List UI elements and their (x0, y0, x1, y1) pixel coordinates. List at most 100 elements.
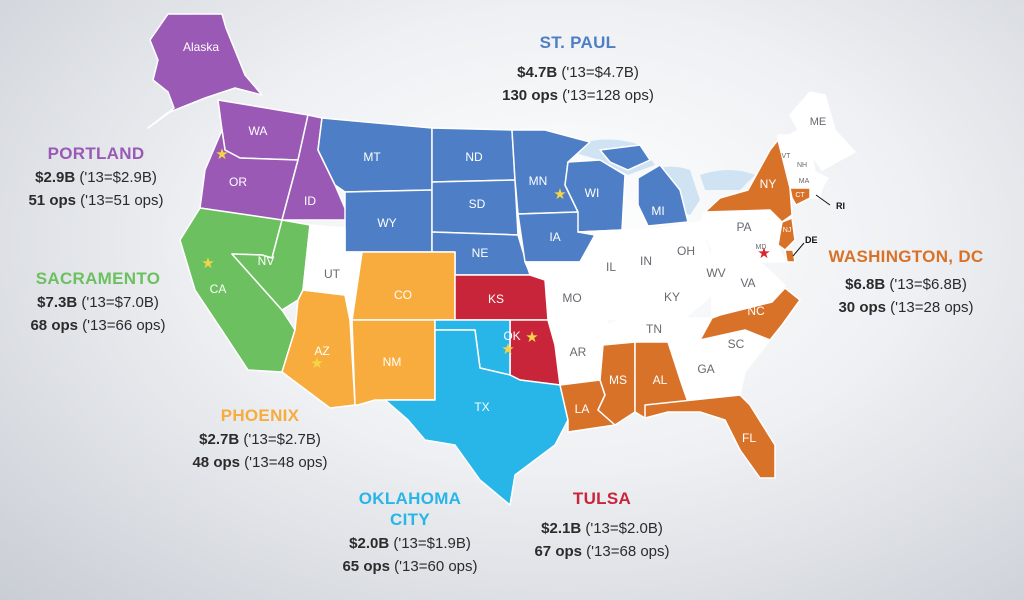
label-va: VA (740, 276, 755, 290)
region-oklahoma-city: OKLAHOMA CITY $2.0B ('13=$1.9B) 65 ops (… (318, 488, 502, 578)
region-amount: $4.7B ('13=$4.7B) (517, 64, 639, 81)
label-wv: WV (706, 266, 725, 280)
label-alaska: Alaska (183, 40, 219, 54)
region-amount: $7.3B ('13=$7.0B) (37, 294, 159, 311)
label-la: LA (575, 402, 590, 416)
label-id: ID (304, 194, 316, 208)
region-ops: 67 ops ('13=68 ops) (534, 543, 670, 560)
label-sd: SD (469, 197, 486, 211)
state-ct (789, 187, 811, 206)
region-name: PHOENIX (220, 406, 300, 425)
state-fl (644, 394, 776, 479)
hub-stars: ★ ★ ★ ★ ★ ★ ★ (201, 146, 770, 372)
state-ri (809, 187, 823, 199)
label-al: AL (653, 373, 668, 387)
label-mi: MI (651, 204, 664, 218)
state-co (351, 251, 456, 321)
label-ia: IA (549, 230, 560, 244)
tulsa-region-states (454, 274, 561, 386)
label-wa: WA (249, 124, 268, 138)
region-name-line2: CITY (390, 510, 430, 529)
label-nh: NH (797, 162, 807, 169)
region-st-paul: ST. PAUL $4.7B ('13=$4.7B) 130 ops ('13=… (478, 32, 678, 107)
label-in: IN (640, 254, 652, 268)
label-mt: MT (363, 150, 381, 164)
label-il: IL (606, 260, 616, 274)
label-mn: MN (529, 174, 548, 188)
state-tx (384, 329, 569, 506)
label-ga: GA (697, 362, 714, 376)
state-ut (302, 224, 363, 321)
label-wi: WI (585, 186, 600, 200)
region-ops: 48 ops ('13=48 ops) (192, 454, 328, 471)
label-nc: NC (747, 304, 765, 318)
state-de (784, 249, 796, 263)
label-sc: SC (728, 337, 745, 351)
state-ks (454, 274, 549, 321)
label-mo: MO (562, 291, 581, 305)
region-ops: 30 ops ('13=28 ops) (838, 299, 974, 316)
label-az: AZ (314, 344, 329, 358)
hub-star-sacramento-icon: ★ (201, 255, 214, 272)
label-ms: MS (609, 373, 627, 387)
label-ny: NY (760, 177, 777, 191)
label-vt: VT (782, 153, 792, 160)
region-amount: $2.0B ('13=$1.9B) (349, 535, 471, 552)
hub-star-tulsa-icon: ★ (525, 329, 538, 346)
label-ut: UT (324, 267, 341, 281)
portland-region-states (147, 13, 351, 221)
region-name: PORTLAND (47, 144, 145, 163)
label-or: OR (229, 175, 247, 189)
region-washington-dc: WASHINGTON, DC $6.8B ('13=$6.8B) 30 ops … (818, 246, 994, 319)
state-ny (704, 139, 793, 223)
region-ops: 65 ops ('13=60 ops) (342, 558, 478, 575)
region-name: WASHINGTON, DC (828, 247, 984, 266)
label-ar: AR (570, 345, 587, 359)
state-nc (699, 287, 801, 341)
label-ok: OK (503, 329, 520, 343)
label-ca: CA (210, 282, 227, 296)
label-pa: PA (736, 220, 751, 234)
label-ky: KY (664, 290, 680, 304)
region-name: ST. PAUL (539, 33, 617, 52)
region-name: TULSA (572, 489, 632, 508)
label-me: ME (810, 116, 827, 128)
label-ct: CT (795, 192, 805, 199)
hub-star-st-paul-icon: ★ (553, 186, 566, 203)
label-wy: WY (377, 216, 396, 230)
oklahoma-city-region-states (384, 319, 569, 506)
region-amount: $2.7B ('13=$2.7B) (199, 431, 321, 448)
state-me (789, 91, 856, 171)
region-ops: 51 ops ('13=51 ops) (28, 192, 164, 209)
label-de: DE (805, 235, 818, 245)
label-nm: NM (383, 355, 402, 369)
region-amount: $2.9B ('13=$2.9B) (35, 169, 157, 186)
region-ops: 130 ops ('13=128 ops) (502, 87, 654, 104)
state-labels: Alaska WA OR ID CA NV UT AZ CO NM MT WY … (183, 40, 826, 445)
region-name: SACRAMENTO (35, 269, 161, 288)
washington-dc-region-states (559, 139, 811, 479)
state-nh (789, 121, 816, 173)
hub-star-oklahoma-city-icon: ★ (501, 341, 514, 358)
state-md (711, 244, 786, 276)
region-portland: PORTLAND $2.9B ('13=$2.9B) 51 ops ('13=5… (6, 143, 186, 212)
label-ri: RI (836, 201, 845, 211)
label-nd: ND (465, 150, 483, 164)
label-ks: KS (488, 292, 504, 306)
label-oh: OH (677, 244, 695, 258)
region-amount: $2.1B ('13=$2.0B) (541, 520, 663, 537)
label-md: MD (756, 244, 767, 251)
label-tx: TX (474, 400, 489, 414)
label-co: CO (394, 288, 412, 302)
label-nv: NV (258, 254, 275, 268)
state-alaska (147, 13, 263, 129)
hub-star-portland-icon: ★ (215, 146, 228, 163)
label-tn: TN (646, 322, 662, 336)
region-tulsa: TULSA $2.1B ('13=$2.0B) 67 ops ('13=68 o… (512, 488, 692, 563)
label-ne: NE (472, 246, 489, 260)
region-phoenix: PHOENIX $2.7B ('13=$2.7B) 48 ops ('13=48… (170, 405, 350, 474)
label-nj: NJ (783, 227, 792, 234)
region-amount: $6.8B ('13=$6.8B) (845, 276, 967, 293)
region-name: OKLAHOMA (358, 489, 462, 508)
